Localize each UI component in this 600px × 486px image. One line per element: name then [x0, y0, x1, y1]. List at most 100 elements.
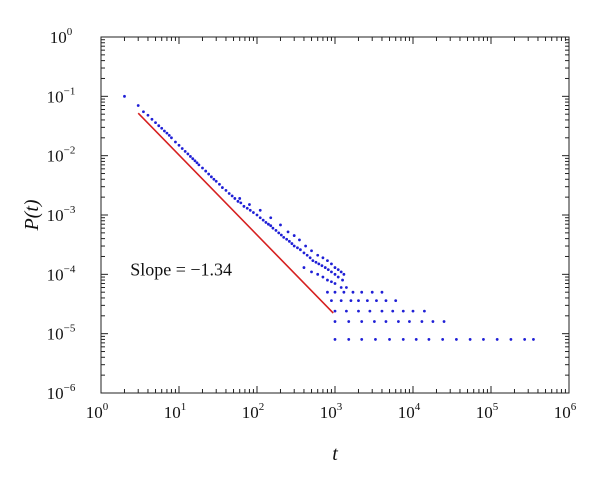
y-tick-label: 10−6	[47, 382, 76, 403]
data-point	[509, 338, 513, 341]
x-tick-labels: 100 101 102 103 104 105 106	[86, 401, 577, 422]
data-point	[347, 338, 351, 341]
slope-annotation: Slope = −1.34	[130, 260, 232, 280]
data-point	[277, 231, 281, 235]
data-point	[238, 197, 242, 200]
data-point	[339, 270, 343, 274]
data-point	[255, 213, 259, 217]
data-point	[233, 197, 237, 200]
data-point	[384, 299, 388, 303]
data-point	[442, 320, 446, 323]
data-point	[308, 256, 312, 260]
x-axis-title: t	[332, 443, 338, 465]
data-point	[341, 278, 344, 282]
x-tick-label: 105	[476, 401, 499, 422]
data-point	[339, 286, 343, 289]
data-point	[292, 234, 296, 237]
data-point	[532, 338, 535, 341]
data-point	[282, 235, 286, 239]
data-point	[388, 338, 391, 341]
data-point	[408, 320, 411, 323]
data-point	[252, 211, 255, 214]
x-tick-label: 101	[164, 401, 187, 422]
data-point	[394, 299, 398, 303]
data-point	[360, 338, 364, 341]
data-point	[188, 155, 192, 158]
fit-line	[137, 112, 334, 314]
data-point	[193, 159, 197, 163]
data-point	[310, 249, 313, 253]
data-point	[271, 226, 275, 230]
data-point	[195, 161, 199, 165]
data-point	[285, 237, 289, 241]
data-point	[344, 286, 348, 289]
data-point	[316, 272, 320, 276]
data-point	[258, 208, 262, 212]
data-point	[368, 309, 372, 313]
data-point	[401, 338, 405, 341]
data-point	[314, 260, 318, 264]
x-tick-label: 100	[86, 401, 109, 422]
data-point	[279, 233, 283, 237]
data-point	[351, 290, 355, 294]
data-point	[218, 182, 221, 186]
data-point	[370, 290, 374, 294]
data-point	[317, 262, 321, 266]
data-point	[414, 338, 418, 341]
data-point	[264, 221, 268, 224]
data-point	[330, 299, 333, 303]
data-point	[236, 199, 240, 203]
x-tick-label: 106	[554, 401, 577, 422]
data-point	[298, 248, 302, 252]
data-point	[373, 320, 376, 323]
data-point	[214, 179, 218, 183]
data-point	[482, 338, 485, 341]
y-tick-label: 10−4	[47, 263, 76, 284]
x-tick-label: 103	[320, 401, 343, 422]
data-point	[220, 186, 224, 189]
x-tick-label: 102	[242, 401, 265, 422]
data-point	[360, 290, 364, 294]
data-point	[422, 309, 426, 313]
data-point	[344, 309, 348, 313]
y-tick-label: 10−1	[47, 85, 76, 106]
y-tick-labels: 100 10−1 10−2 10−3 10−4 10−5 10−6	[47, 26, 76, 403]
data-point	[142, 110, 145, 114]
data-point	[336, 275, 340, 279]
data-point	[321, 275, 325, 279]
data-point	[330, 262, 333, 266]
data-point	[286, 230, 290, 234]
data-point	[191, 157, 195, 161]
data-point	[333, 282, 337, 285]
y-axis-title: P(t)	[21, 199, 43, 231]
y-tick-label: 10−3	[47, 204, 76, 225]
data-point	[401, 309, 405, 313]
data-point	[311, 259, 315, 263]
data-point	[266, 222, 270, 226]
data-point	[333, 320, 337, 323]
data-point	[290, 242, 294, 245]
data-point	[333, 338, 337, 341]
data-point	[245, 206, 249, 210]
data-point	[431, 320, 435, 323]
axis-ticks	[100, 36, 570, 394]
data-point	[468, 338, 472, 341]
data-point	[248, 203, 251, 206]
data-point	[374, 338, 377, 341]
data-point	[296, 246, 299, 250]
y-tick-label: 100	[50, 26, 73, 47]
data-point	[136, 104, 140, 107]
data-point	[523, 338, 527, 341]
data-point	[239, 201, 243, 205]
data-point	[230, 194, 234, 198]
data-points	[123, 94, 535, 341]
data-point	[304, 244, 308, 248]
data-point	[349, 299, 353, 303]
data-point	[157, 124, 161, 128]
data-point	[326, 259, 329, 263]
data-point	[380, 290, 384, 294]
data-point	[330, 280, 333, 284]
data-point	[342, 290, 346, 294]
data-point	[177, 143, 181, 147]
y-tick-label: 10−5	[47, 323, 76, 344]
